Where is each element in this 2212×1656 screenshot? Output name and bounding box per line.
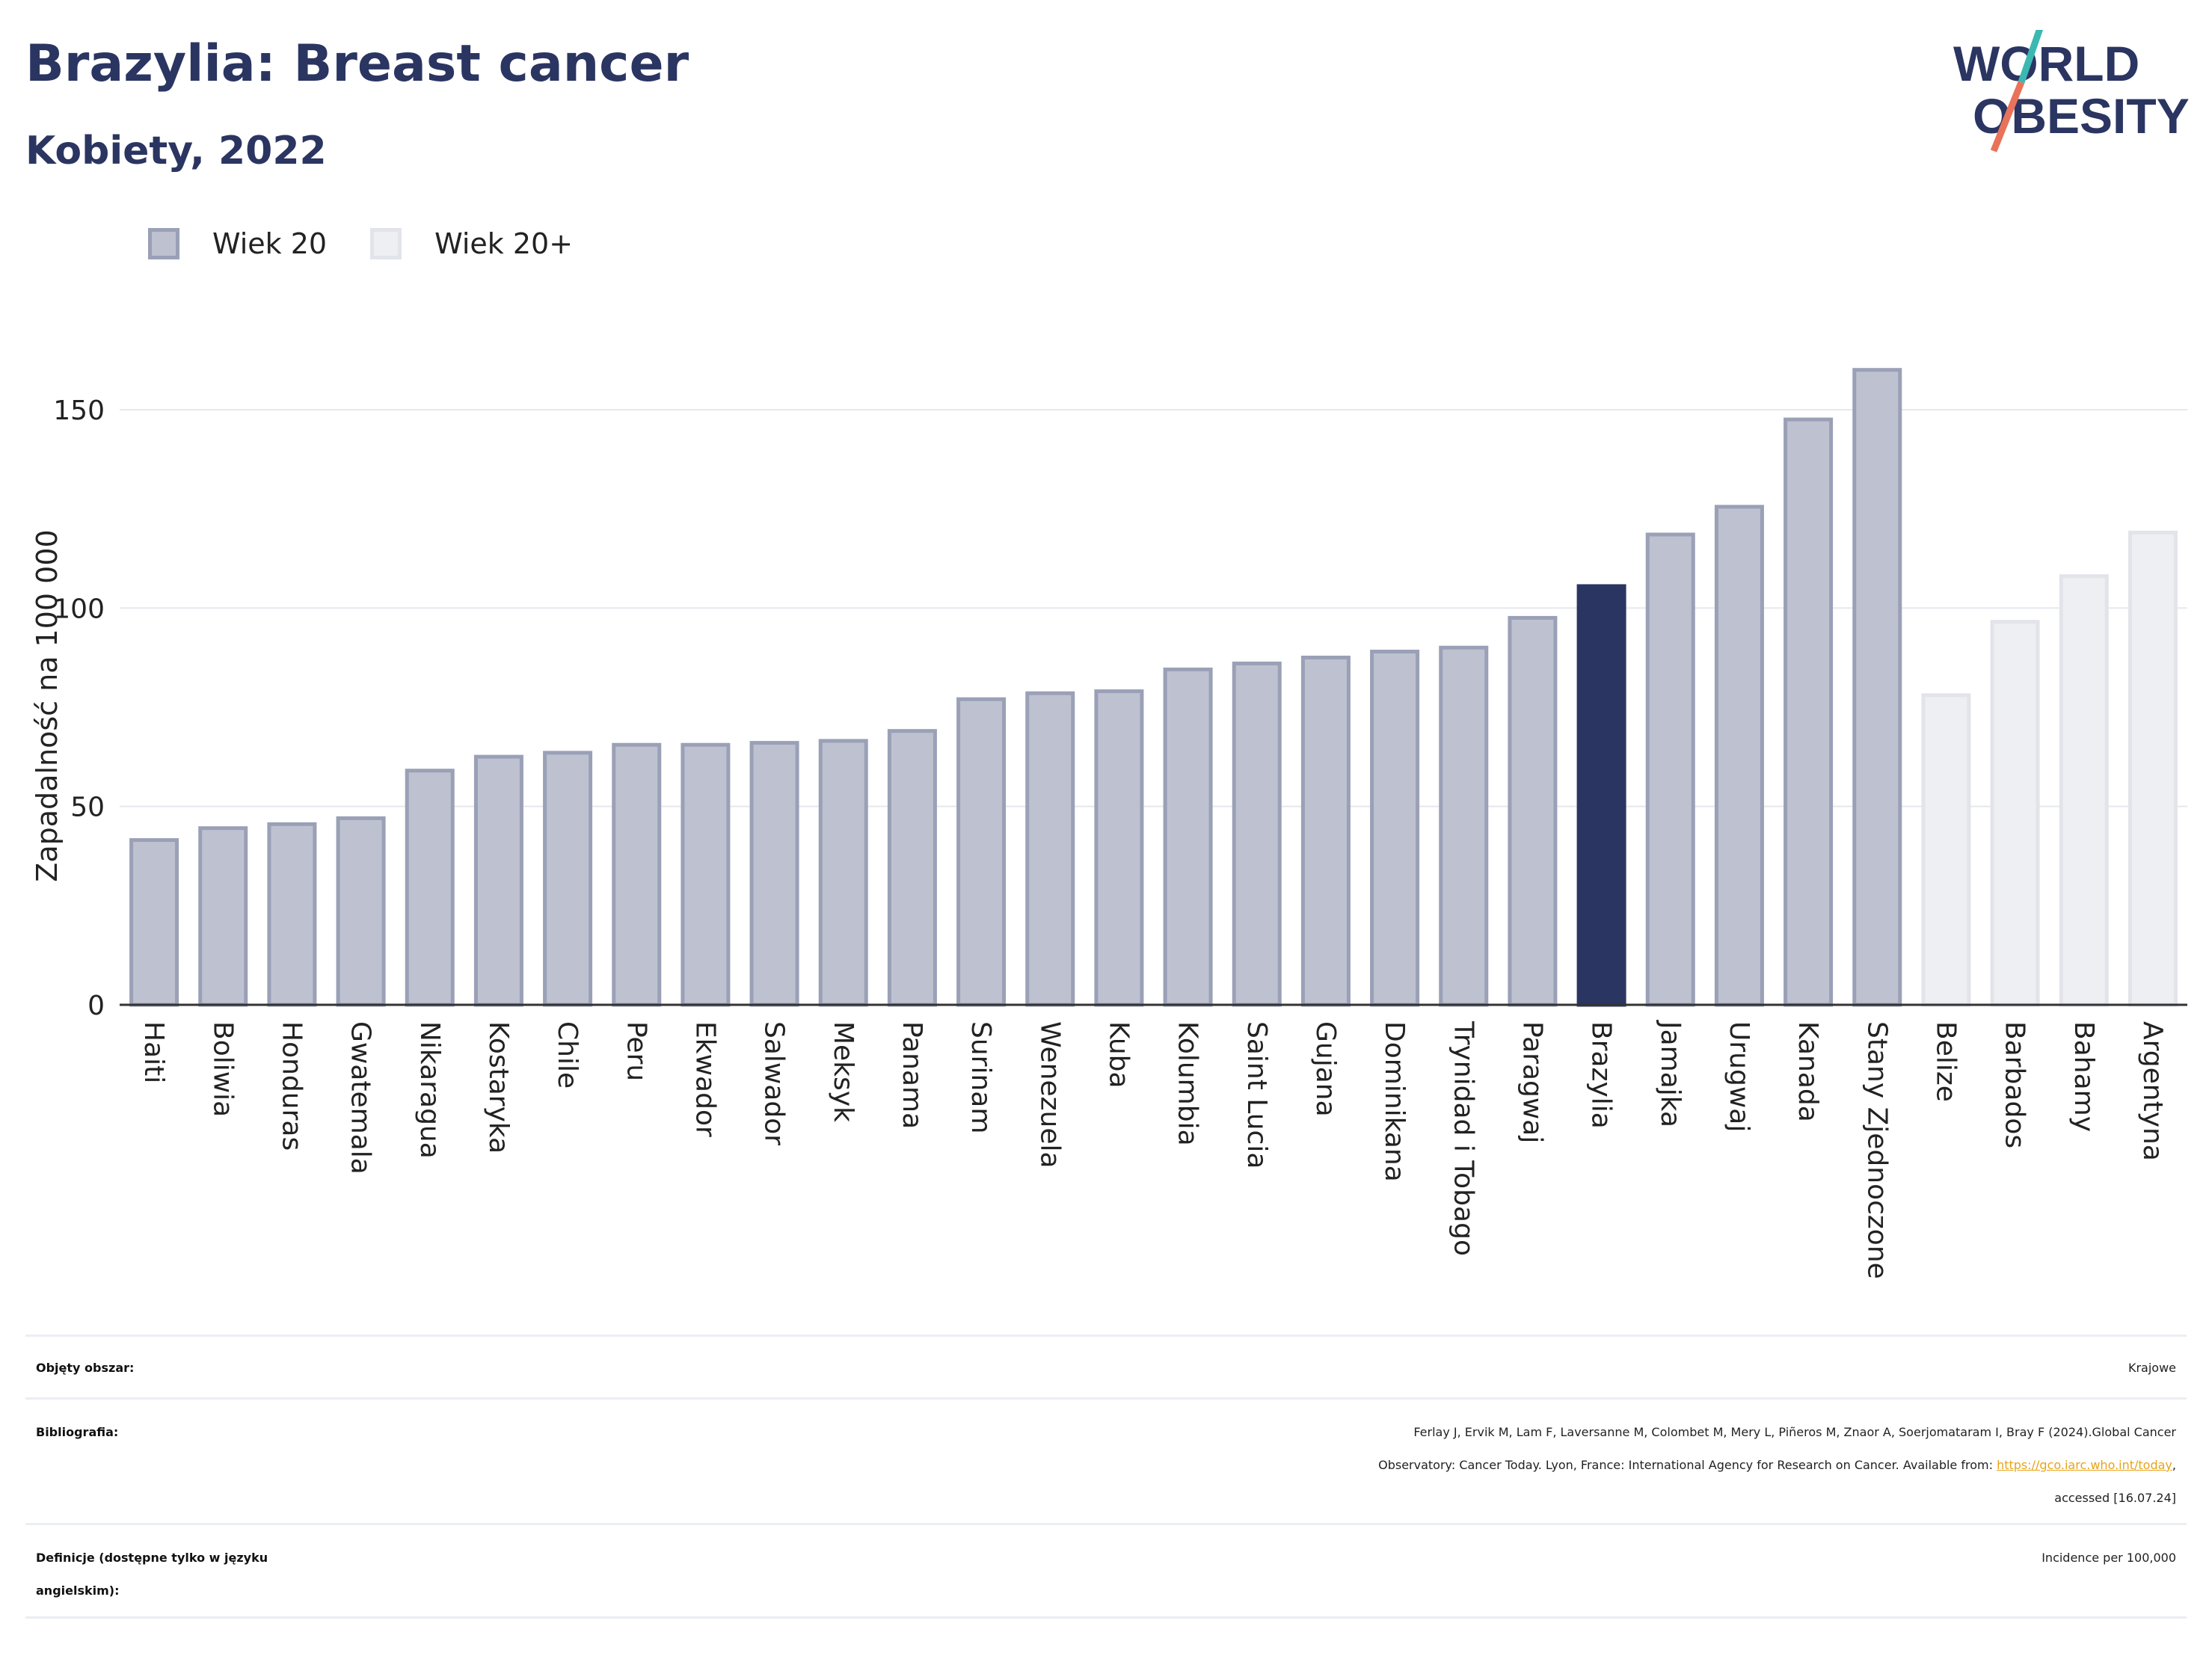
x-tick-label: Honduras [276,1021,307,1151]
bar[interactable] [1232,661,1282,1007]
bibliography-line-2-end: , [2172,1458,2176,1472]
y-tick-label: 50 [70,792,105,823]
bar[interactable] [1094,689,1144,1007]
logo-slash-teal [2018,30,2044,84]
x-tick-label: Nikaragua [414,1021,445,1159]
x-tick-label: Dominikana [1379,1021,1410,1182]
bar[interactable] [956,697,1007,1007]
x-tick-label: Kanada [1792,1021,1823,1122]
bibliography-line-2-text: Observatory: Cancer Today. Lyon, France:… [1378,1458,1997,1472]
legend-label-wiek-20: Wiek 20 [212,227,328,260]
x-tick-label: Brazylia [1586,1021,1617,1129]
bar[interactable] [1645,532,1695,1007]
bar[interactable] [198,826,248,1007]
bar[interactable] [1714,505,1764,1007]
x-tick-label: Bahamy [2068,1021,2099,1132]
x-tick-label: Gujana [1310,1021,1341,1117]
x-tick-label: Ekwador [689,1021,720,1137]
bar[interactable] [267,822,317,1007]
x-tick-label: Peru [621,1021,651,1081]
logo-line1: WORLD [1953,36,2139,91]
chart-legend: Wiek 20 Wiek 20+ [148,223,616,265]
meta-value-area: Krajowe [2127,1361,2176,1375]
bibliography-line-1: Ferlay J, Ervik M, Lam F, Laversanne M, … [1413,1425,2176,1439]
x-tick-label: Chile [552,1021,583,1089]
chart-title: Brazylia: Breast cancer [25,34,689,93]
bar[interactable] [1990,620,2040,1007]
x-tick-label: Barbados [2000,1021,2030,1148]
legend-swatch-wiek-20-plus [370,228,402,259]
legend-item-wiek-20-plus[interactable]: Wiek 20+ [370,227,573,260]
bar[interactable] [2127,530,2178,1007]
x-tick-label: Urugwaj [1724,1021,1754,1132]
x-tick-label: Argentyna [2137,1021,2168,1161]
bar-chart: 0 50 100 150 Zapadalność na 100 000 Haiti Boli… [31,368,2187,1279]
x-tick-label: Kostaryka [483,1021,514,1154]
x-tick-label: Stany Zjednoczone [1861,1021,1892,1279]
bar[interactable] [1439,645,1489,1007]
x-tick-label: Haiti [138,1021,169,1083]
bar[interactable] [1921,693,1971,1007]
bar[interactable] [749,741,799,1007]
bar[interactable] [887,729,937,1007]
bar[interactable] [1300,655,1351,1007]
bar[interactable] [1508,615,1558,1007]
meta-row-bibliography: Bibliografia: Ferlay J, Ervik M, Lam F, … [25,1397,2187,1523]
x-tick-label: Salwador [759,1021,790,1145]
meta-row-definitions: Definicje (dostępne tylko w języku angie… [25,1523,2187,1619]
bar[interactable] [405,769,455,1007]
bibliography-line-2: Observatory: Cancer Today. Lyon, France:… [456,1449,2176,1482]
legend-item-wiek-20[interactable]: Wiek 20 [148,227,327,260]
definitions-label-line-1: Definicje (dostępne tylko w języku [36,1551,268,1565]
meta-value-definitions: Incidence per 100,000 [2042,1551,2176,1565]
y-tick-label: 0 [87,991,105,1021]
bar[interactable] [818,739,868,1007]
bar[interactable] [1370,650,1420,1007]
bar[interactable] [473,754,523,1007]
bar[interactable] [1852,368,1902,1007]
bar[interactable] [1163,667,1213,1007]
x-tick-label: Wenezuela [1034,1021,1065,1169]
bar[interactable] [1784,417,1834,1007]
world-obesity-logo: WORLD OBESITY [1953,30,2190,153]
y-axis-label: Zapadalność na 100 000 [31,529,64,881]
logo-slash-coral [1990,81,2025,153]
definitions-label-line-2: angielskim): [36,1583,120,1598]
bibliography-line-3: accessed [16.07.24] [2054,1491,2176,1505]
meta-row-area: Objęty obszar: Krajowe [25,1335,2187,1397]
bar[interactable] [1025,691,1075,1007]
meta-label-area: Objęty obszar: [36,1361,135,1375]
x-tick-label: Meksyk [828,1021,858,1122]
bar[interactable] [2059,574,2109,1007]
y-tick-label: 100 [53,594,105,624]
x-tick-label: Surinam [965,1021,996,1133]
bar[interactable] [129,838,179,1007]
bar[interactable] [1576,584,1626,1007]
x-tick-label: Paragwaj [1517,1021,1547,1143]
chart-subtitle: Kobiety, 2022 [25,129,327,173]
legend-swatch-wiek-20 [148,228,179,259]
meta-label-definitions: Definicje (dostępne tylko w języku angie… [36,1542,268,1607]
x-tick-label: Kuba [1103,1021,1134,1089]
y-tick-label: 150 [53,395,105,426]
bar[interactable] [336,816,386,1007]
x-tick-label: Gwatemala [345,1021,376,1175]
x-tick-label: Kolumbia [1173,1021,1203,1146]
x-tick-label: Jamajka [1655,1020,1686,1127]
x-tick-label: Trynidad i Tobago [1448,1021,1478,1256]
legend-label-wiek-20-plus: Wiek 20+ [434,227,574,260]
meta-value-bibliography: Ferlay J, Ervik M, Lam F, Laversanne M, … [456,1416,2176,1515]
bar[interactable] [681,742,731,1007]
x-tick-label: Belize [1930,1021,1961,1102]
bibliography-link[interactable]: https://gco.iarc.who.int/today [1997,1458,2172,1472]
x-tick-label: Panama [897,1021,927,1129]
bar[interactable] [612,742,662,1007]
x-tick-label: Boliwia [207,1021,238,1117]
x-tick-label: Saint Lucia [1241,1021,1272,1169]
bar[interactable] [543,751,593,1007]
meta-label-bibliography: Bibliografia: [36,1425,119,1439]
